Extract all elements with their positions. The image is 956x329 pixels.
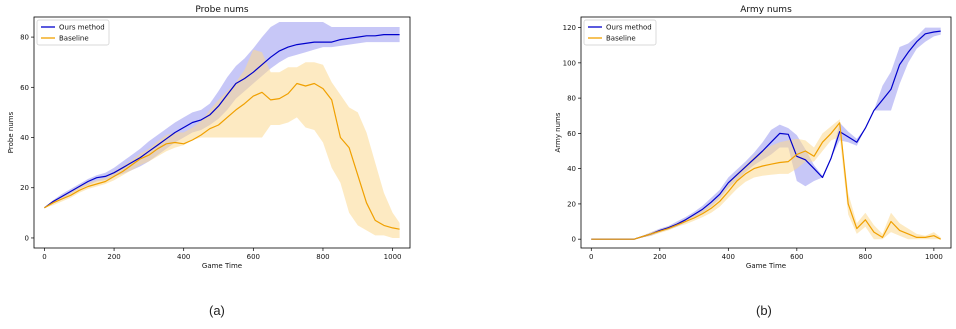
caption-a: (a) (209, 303, 225, 318)
legend-box (36, 19, 110, 46)
axes-frame (580, 16, 952, 249)
y-tick-label: 80 (567, 95, 576, 103)
axes-frame (33, 16, 411, 249)
y-tick-label: 0 (25, 234, 29, 242)
x-tick-label: 1000 (384, 253, 402, 261)
y-tick-label: 60 (20, 84, 29, 92)
x-tick-label: 200 (653, 253, 666, 261)
x-tick-label: 200 (107, 253, 120, 261)
y-tick-label: 20 (567, 200, 576, 208)
legend: Ours method Baseline (36, 19, 110, 46)
legend-box (583, 19, 657, 46)
x-axis-label: Game Time (202, 262, 242, 270)
y-tick-label: 80 (20, 34, 29, 42)
x-tick-label: 0 (42, 253, 46, 261)
y-tick-label: 0 (572, 236, 576, 244)
legend-label-1: Baseline (606, 35, 636, 43)
x-tick-label: 600 (247, 253, 260, 261)
y-tick-label: 40 (567, 165, 576, 173)
y-axis-label: Army nums (554, 112, 562, 152)
legend-label-0: Ours method (606, 24, 652, 32)
x-tick-label: 0 (589, 253, 593, 261)
series-line-1 (44, 82, 400, 230)
chart-title: Army nums (740, 5, 792, 15)
legend: Ours method Baseline (583, 19, 657, 46)
series-line-0 (44, 33, 400, 209)
x-axis-label: Game Time (746, 262, 786, 270)
y-tick-label: 120 (563, 24, 576, 32)
legend-label-0: Ours method (59, 24, 105, 32)
x-tick-label: 1000 (925, 253, 943, 261)
x-tick-label: 600 (790, 253, 803, 261)
x-tick-label: 800 (316, 253, 329, 261)
y-axis-label: Probe nums (7, 111, 15, 153)
caption-b: (b) (756, 303, 772, 318)
series-line-0 (591, 30, 941, 240)
x-tick-label: 400 (722, 253, 735, 261)
confidence-band-1 (44, 49, 400, 238)
y-tick-label: 60 (567, 130, 576, 138)
confidence-band-1 (591, 119, 941, 240)
y-tick-label: 20 (20, 184, 29, 192)
chart-0: Probe nums 0 200 400 600 800 1000 0 20 40 60 80 Game… (7, 5, 411, 270)
x-tick-label: 400 (177, 253, 190, 261)
legend-label-1: Baseline (59, 35, 89, 43)
chart-1: Army nums 0 200 400 600 800 1000 0 20 40 60 80 100 12… (554, 5, 952, 270)
x-tick-label: 800 (859, 253, 872, 261)
y-tick-label: 100 (563, 59, 576, 67)
series-line-1 (591, 122, 941, 240)
confidence-band-0 (591, 27, 941, 240)
y-tick-label: 40 (20, 134, 29, 142)
chart-title: Probe nums (195, 5, 249, 15)
